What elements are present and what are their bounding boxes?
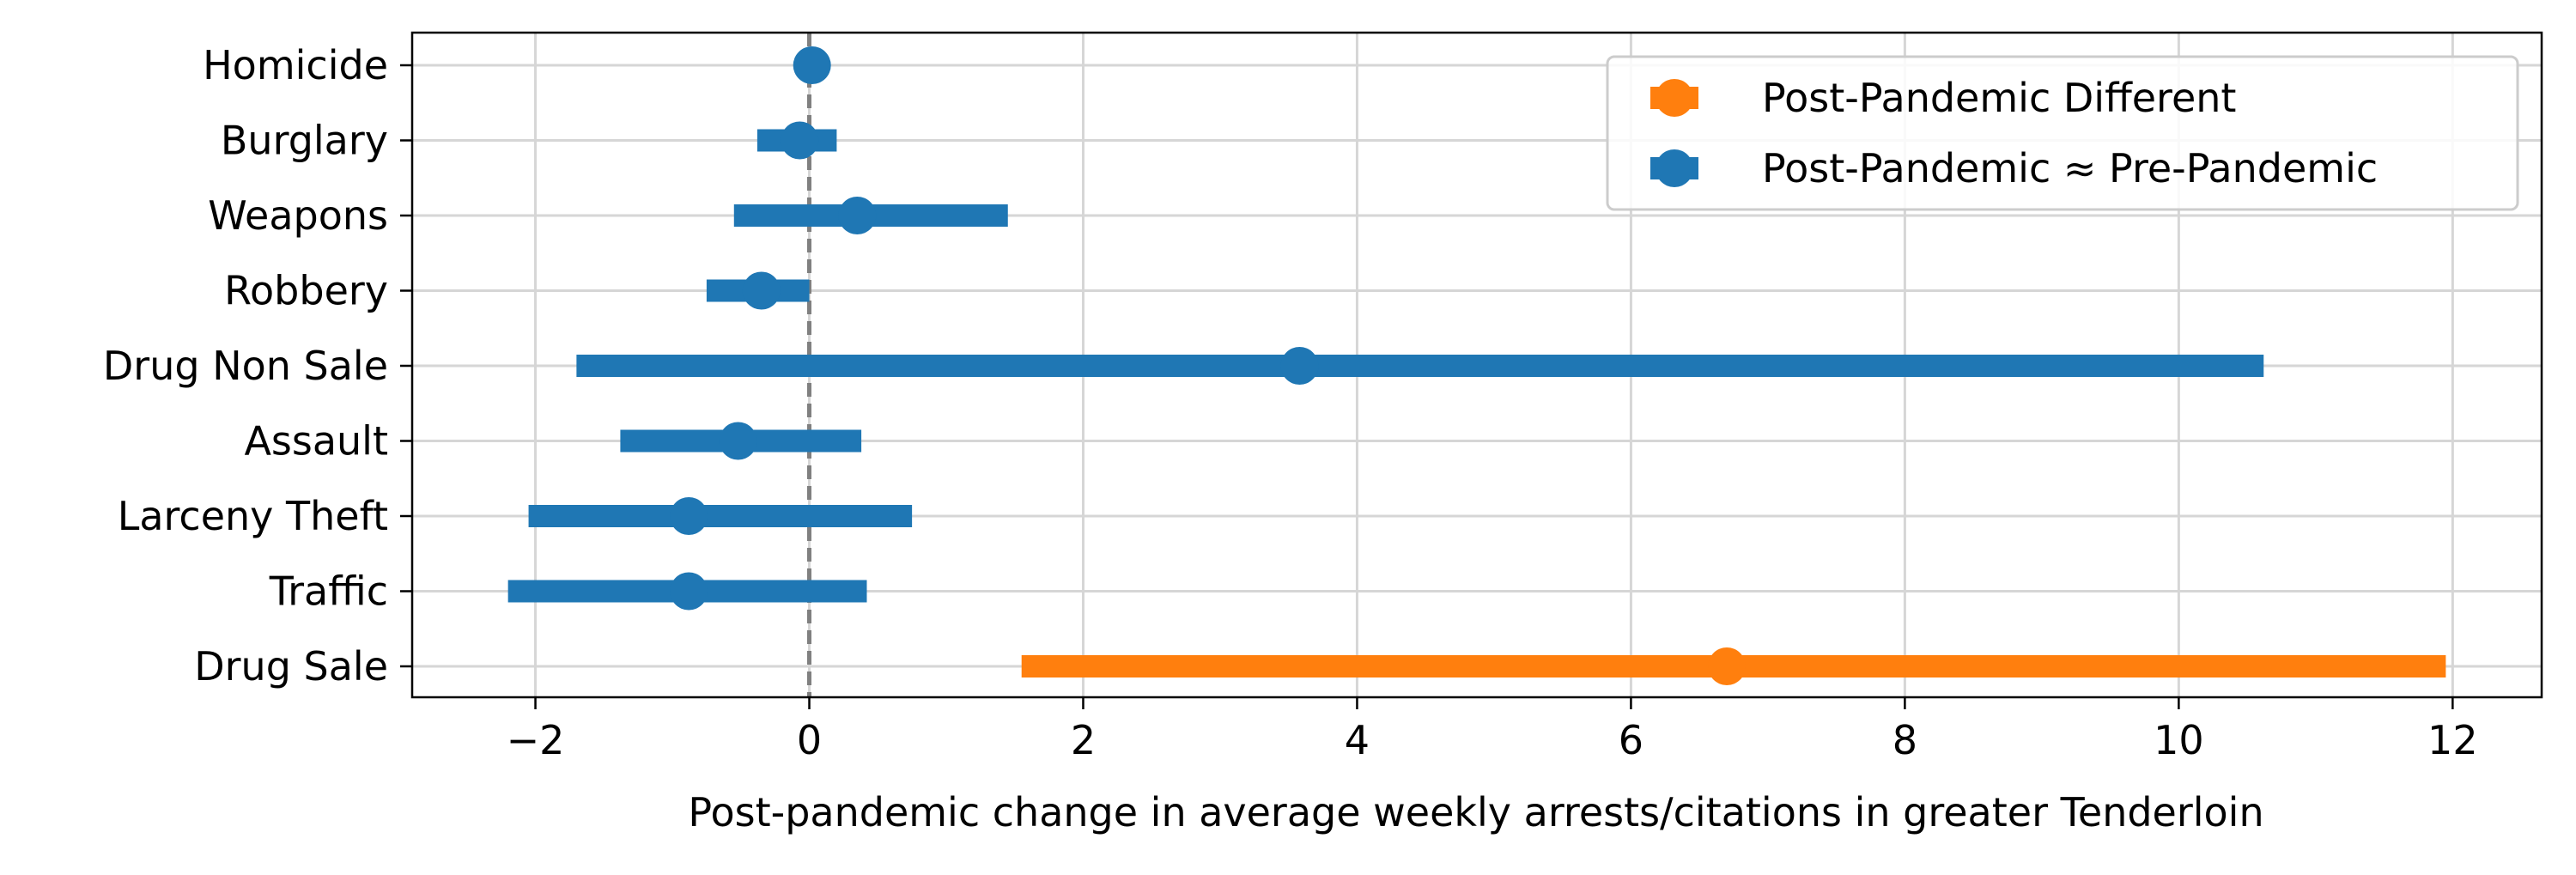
x-tick-label: 8 — [1893, 717, 1917, 763]
y-tick-label: Weapons — [208, 192, 388, 239]
point-estimate — [670, 497, 708, 535]
y-tick-label: Assault — [244, 418, 388, 465]
y-tick-label: Burglary — [221, 118, 388, 164]
x-tick-label: 0 — [797, 717, 822, 763]
point-estimate — [793, 46, 831, 84]
point-estimate — [781, 121, 819, 160]
y-tick-label: Traffic — [269, 568, 388, 615]
legend-swatch-dot — [1656, 149, 1693, 187]
x-tick-label: 6 — [1619, 717, 1643, 763]
interval-bar — [528, 505, 913, 527]
legend-label: Post-Pandemic Different — [1762, 75, 2236, 121]
y-tick-label: Robbery — [224, 268, 388, 314]
point-estimate — [1280, 347, 1319, 385]
point-estimate — [838, 197, 877, 234]
legend-box — [1606, 55, 2519, 211]
x-axis: −2 0 2 4 6 8 10 12 — [507, 697, 2478, 763]
y-axis: Homicide Burglary Weapons Robbery Drug Non S… — [103, 42, 412, 690]
point-estimate — [1708, 647, 1747, 685]
y-tick-label: Larceny Theft — [118, 493, 388, 539]
legend: Post-Pandemic Different Post-Pandemic ≈ P… — [1606, 55, 2519, 211]
x-axis-label: Post-pandemic change in average weekly a… — [688, 789, 2263, 836]
legend-swatch-dot — [1656, 79, 1693, 117]
point-estimate — [670, 572, 708, 611]
x-tick-label: 2 — [1071, 717, 1096, 763]
legend-label: Post-Pandemic ≈ Pre-Pandemic — [1762, 145, 2378, 191]
point-estimate — [742, 271, 781, 310]
x-tick-label: 12 — [2427, 717, 2478, 763]
x-tick-label: −2 — [507, 717, 565, 763]
y-tick-label: Homicide — [203, 42, 388, 88]
x-tick-label: 10 — [2154, 717, 2204, 763]
interval-marks — [507, 46, 2446, 685]
point-estimate — [719, 422, 757, 460]
y-tick-label: Drug Sale — [194, 643, 388, 690]
interval-bar — [576, 355, 2264, 377]
y-tick-label: Drug Non Sale — [103, 343, 388, 389]
x-tick-label: 4 — [1345, 717, 1370, 763]
